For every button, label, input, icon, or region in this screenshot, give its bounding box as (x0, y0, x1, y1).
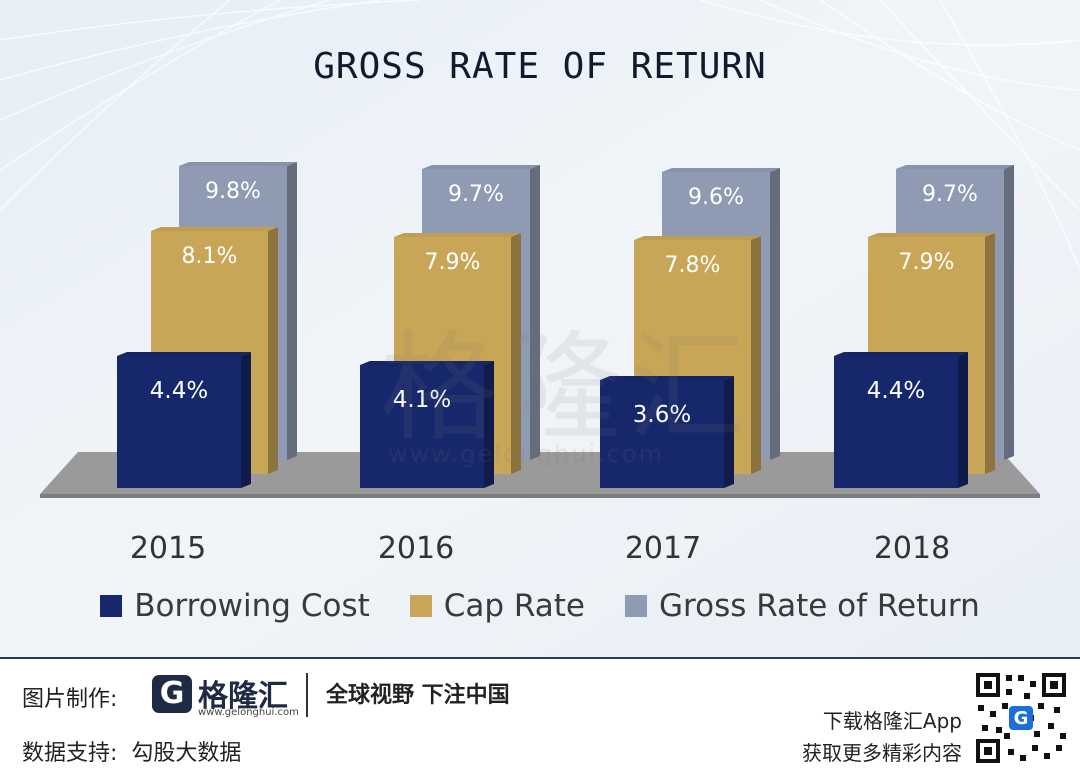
bar-side-gross-rate-of-return-2016 (530, 165, 540, 460)
slogan: 全球视野 下注中国 (326, 683, 510, 708)
legend-label-cap-rate: Cap Rate (443, 588, 586, 624)
download-subtext: 获取更多精彩内容 (802, 741, 962, 765)
bar-side-borrowing-cost-2017 (724, 376, 734, 488)
data-label-gross-rate-of-return-2018: 9.7% (922, 182, 978, 207)
legend-label-borrowing-cost: Borrowing Cost (134, 588, 370, 624)
data-label-borrowing-cost-2015: 4.4% (150, 378, 208, 404)
bar-top-borrowing-cost-2017 (600, 376, 734, 380)
legend-item-cap-rate: Cap Rate (409, 588, 586, 624)
bar-top-borrowing-cost-2016 (360, 361, 494, 365)
footer: 图片制作: G 格隆汇 www.gelonghui.com 全球视野 下注中国 … (0, 657, 1080, 780)
bar-borrowing-cost-2016 (360, 365, 484, 488)
legend-swatch-cap-rate (409, 595, 432, 617)
bar-top-gross-rate-of-return-2017 (662, 168, 780, 172)
x-tick-label-2017: 2017 (625, 531, 701, 566)
bar-side-gross-rate-of-return-2017 (770, 168, 780, 460)
bar-side-borrowing-cost-2018 (958, 352, 968, 488)
watermark-logo: 格隆汇 (380, 319, 753, 457)
data-label-gross-rate-of-return-2016: 9.7% (448, 182, 504, 207)
bar-side-borrowing-cost-2016 (484, 361, 494, 488)
data-support: 数据支持: 勾股大数据 (22, 741, 242, 766)
legend-item-gross-rate: Gross Rate of Return (625, 588, 980, 624)
data-label-cap-rate-2016: 7.9% (425, 250, 481, 275)
data-label-cap-rate-2015: 8.1% (182, 244, 238, 269)
x-tick-label-2018: 2018 (874, 531, 950, 566)
made-by-label: 图片制作: (22, 687, 118, 712)
legend-item-borrowing-cost: Borrowing Cost (100, 588, 370, 624)
bar-top-gross-rate-of-return-2018 (896, 165, 1014, 169)
bar-borrowing-cost-2015 (117, 356, 241, 488)
chart-title: GROSS RATE OF RETURN (313, 46, 767, 87)
bar-side-cap-rate-2015 (268, 227, 278, 474)
svg-text:G: G (1014, 708, 1029, 729)
data-label-borrowing-cost-2016: 4.1% (393, 387, 451, 413)
download-text: 下载格隆汇App (822, 709, 962, 733)
data-label-borrowing-cost-2018: 4.4% (867, 378, 925, 404)
legend-swatch-gross-rate (625, 595, 648, 617)
bar-top-gross-rate-of-return-2015 (179, 162, 297, 166)
legend-label-gross-rate: Gross Rate of Return (659, 588, 980, 624)
bar-borrowing-cost-2018 (834, 356, 958, 488)
x-tick-label-2016: 2016 (378, 531, 454, 566)
bar-side-cap-rate-2016 (511, 233, 521, 474)
bar-top-gross-rate-of-return-2016 (422, 165, 540, 169)
bar-side-cap-rate-2018 (985, 233, 995, 474)
bar-side-gross-rate-of-return-2015 (287, 162, 297, 460)
bar-top-borrowing-cost-2018 (834, 352, 968, 356)
bar-side-borrowing-cost-2015 (241, 352, 251, 488)
bar-top-borrowing-cost-2015 (117, 352, 251, 356)
footer-divider (306, 673, 308, 717)
bar-borrowing-cost-2017 (600, 380, 724, 488)
brand-name: 格隆汇 (198, 679, 288, 714)
bar-side-gross-rate-of-return-2018 (1004, 165, 1014, 460)
bar-side-cap-rate-2017 (751, 236, 761, 474)
watermark-url: www.gelonghui.com (388, 440, 665, 468)
legend-swatch-borrowing-cost (100, 595, 123, 617)
chart-floor (40, 452, 1040, 494)
data-label-borrowing-cost-2017: 3.6% (633, 402, 691, 428)
data-label-gross-rate-of-return-2015: 9.8% (205, 179, 261, 204)
data-label-gross-rate-of-return-2017: 9.6% (688, 185, 744, 210)
chart-legend: Borrowing Cost Cap Rate Gross Rate of Re… (0, 588, 1080, 624)
chart-floor-edge (40, 494, 1040, 498)
bar-top-cap-rate-2018 (868, 233, 995, 237)
bar-top-cap-rate-2016 (394, 233, 521, 237)
bar-top-cap-rate-2017 (634, 236, 761, 240)
brand-logo-icon: G (152, 675, 192, 713)
data-label-cap-rate-2017: 7.8% (665, 253, 721, 278)
x-tick-label-2015: 2015 (130, 531, 206, 566)
brand-url: www.gelonghui.com (198, 707, 299, 718)
qr-code-icon[interactable]: G (974, 671, 1068, 765)
data-label-cap-rate-2018: 7.9% (899, 250, 955, 275)
bar-top-cap-rate-2015 (151, 227, 278, 231)
bar-chart: 9.8% 9.7% 9.6% 9.7% 8.1% 7.9% 7.8% 7.9% 4.4% 4.1%… (40, 162, 1040, 566)
